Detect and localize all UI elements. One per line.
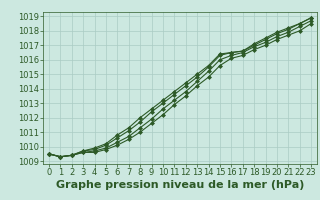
X-axis label: Graphe pression niveau de la mer (hPa): Graphe pression niveau de la mer (hPa) bbox=[56, 180, 304, 190]
